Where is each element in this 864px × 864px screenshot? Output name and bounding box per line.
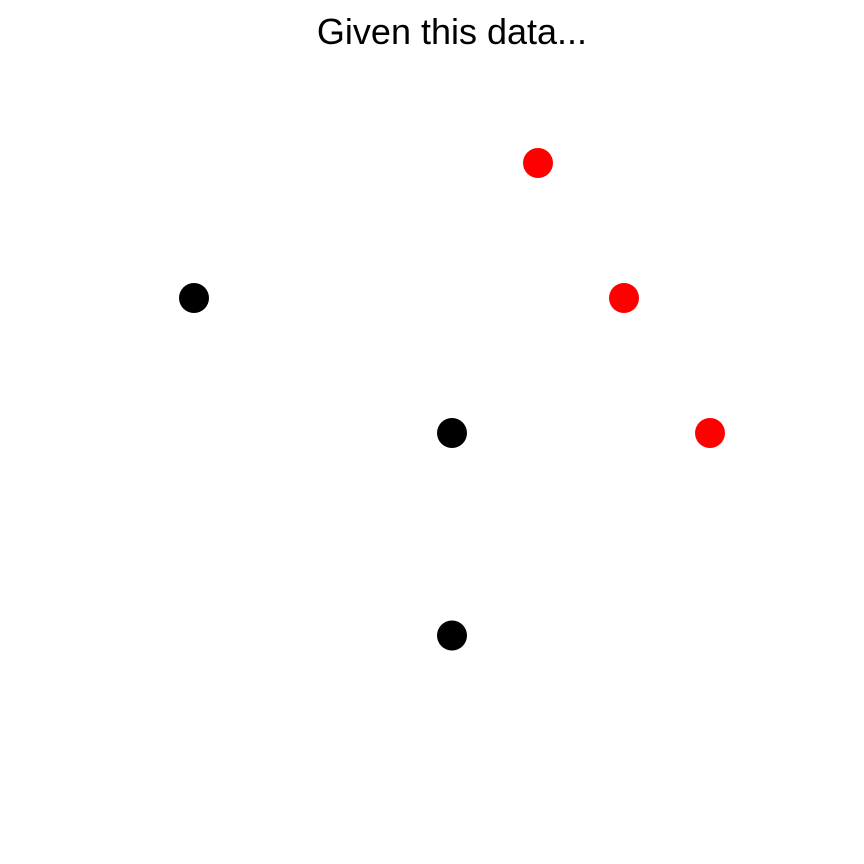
chart-title: Given this data... xyxy=(316,11,588,52)
scatter-point-series-2-3 xyxy=(695,418,725,448)
scatter-point-series-2-1 xyxy=(523,148,553,178)
scatter-point-series-1-3 xyxy=(437,620,467,651)
scatter-point-series-1-2 xyxy=(437,418,467,448)
scatter-point-series-2-2 xyxy=(609,283,639,313)
points-layer xyxy=(179,148,725,651)
scatter-point-series-1-1 xyxy=(179,283,209,313)
